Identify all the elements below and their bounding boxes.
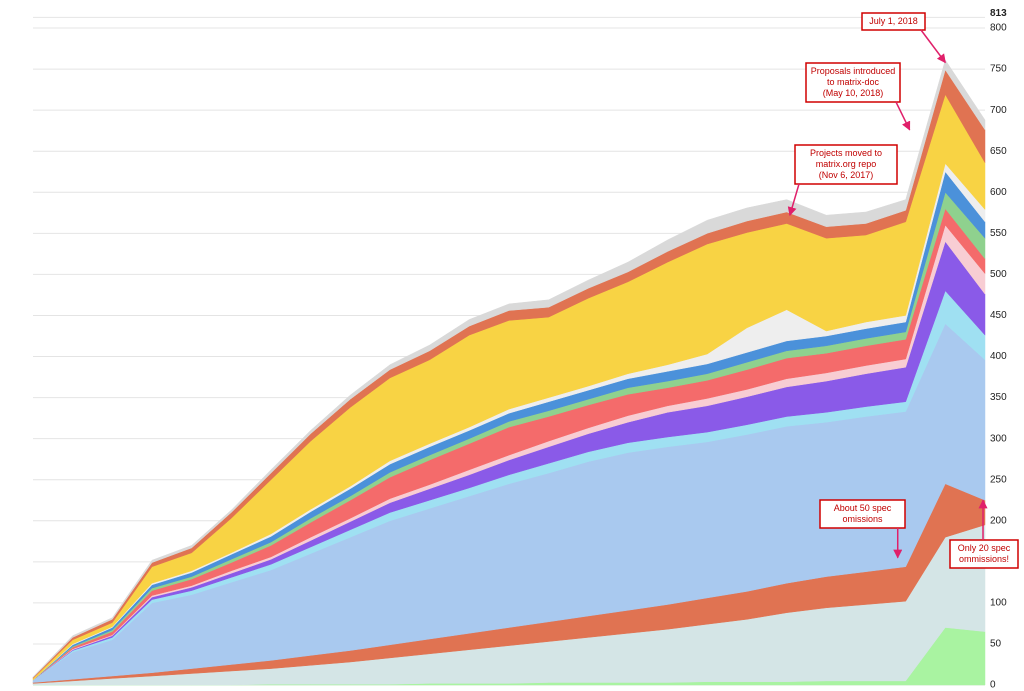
annotation-box — [819, 499, 906, 529]
y-tick-label: 800 — [990, 23, 1007, 34]
y-tick-label: 650 — [990, 146, 1007, 157]
annotation-arrow — [787, 183, 800, 217]
annotation-box — [794, 144, 898, 185]
annotation-text: July 1, 2018 — [869, 16, 918, 26]
annotation-text: (May 10, 2018) — [823, 88, 884, 98]
annotation-text: to matrix-doc — [827, 77, 880, 87]
annotation-box — [805, 62, 901, 103]
y-tick-label: 0 — [990, 680, 996, 691]
annotation-text: Projects moved to — [810, 148, 882, 158]
y-tick-label: 300 — [990, 433, 1007, 444]
annotation-text: (Nov 6, 2017) — [819, 170, 874, 180]
y-tick-label: 50 — [990, 639, 1002, 650]
y-tick-label: 550 — [990, 228, 1007, 239]
annotation-box — [949, 539, 1019, 569]
y-tick-label: 400 — [990, 351, 1007, 362]
y-tick-label: 600 — [990, 187, 1007, 198]
annotation-text: matrix.org repo — [816, 159, 877, 169]
y-tick-label: 450 — [990, 310, 1007, 321]
y-tick-label: 250 — [990, 474, 1007, 485]
area — [32, 59, 986, 679]
y-tick-label: 700 — [990, 105, 1007, 116]
annotation-text: About 50 spec — [834, 503, 892, 513]
annotation-text: Only 20 spec — [958, 543, 1011, 553]
annotation-box — [861, 12, 926, 31]
y-tick-label: 350 — [990, 392, 1007, 403]
y-tick-label: 200 — [990, 515, 1007, 526]
y-tick-label: 813 — [990, 8, 1007, 19]
annotation-arrow — [895, 101, 911, 131]
annotation-text: omissions — [842, 514, 883, 524]
annotation-arrow — [920, 29, 946, 64]
y-tick-label: 500 — [990, 269, 1007, 280]
annotation-text: ommissions! — [959, 554, 1009, 564]
y-tick-label: 100 — [990, 598, 1007, 609]
y-tick-label: 750 — [990, 64, 1007, 75]
annotation-text: Proposals introduced — [811, 66, 896, 76]
